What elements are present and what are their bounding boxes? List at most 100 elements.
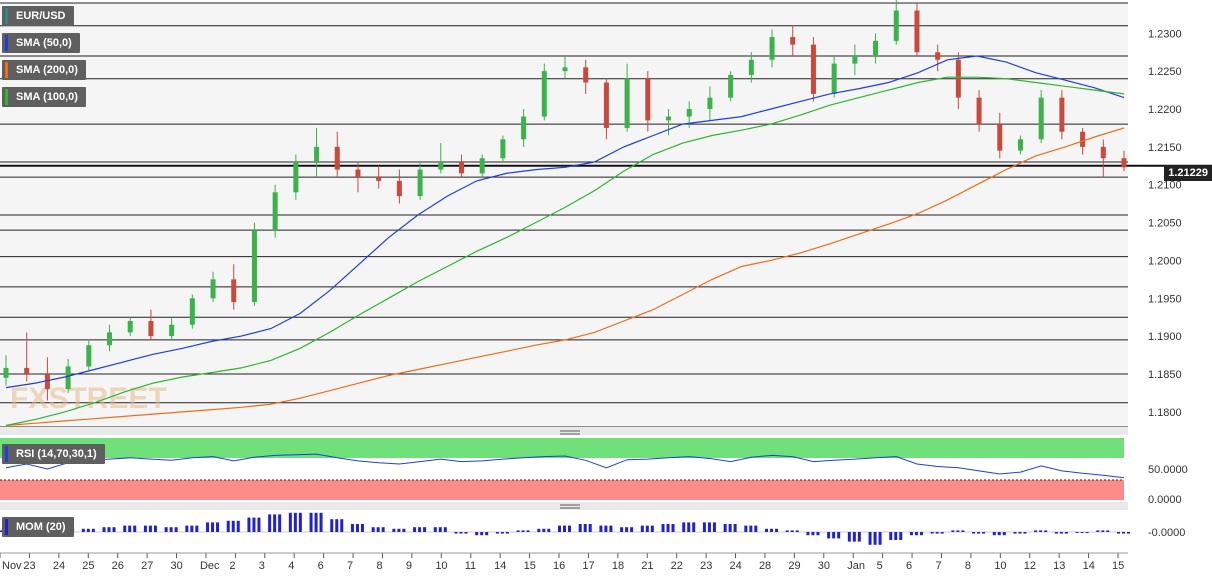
- mom-bar: [123, 525, 127, 532]
- sma50-label[interactable]: SMA (50,0): [2, 33, 80, 53]
- x-tick-label: 24: [53, 560, 65, 572]
- sma100-label-text: SMA (100,0): [16, 91, 78, 103]
- candle-body: [769, 37, 775, 60]
- x-tick-label: 27: [141, 560, 153, 572]
- mom-bar: [505, 532, 509, 534]
- mom-bar: [216, 522, 220, 532]
- x-tick-label: 7: [347, 560, 353, 572]
- mom-bar: [547, 528, 551, 532]
- candle-body: [562, 67, 568, 72]
- candle-body: [852, 56, 858, 64]
- mom-bar: [360, 524, 364, 532]
- mom-bar: [795, 530, 799, 532]
- mom-bar: [148, 525, 152, 532]
- rsi-label[interactable]: RSI (14,70,30,1): [2, 444, 105, 464]
- mom-bar: [728, 524, 732, 532]
- candle-body: [189, 298, 195, 325]
- mom-label[interactable]: MOM (20): [2, 517, 74, 537]
- candle-body: [831, 63, 837, 94]
- mom-bar: [495, 532, 499, 534]
- y-tick-label: 1.1900: [1148, 331, 1182, 343]
- mom-bar: [81, 528, 85, 532]
- mom-bar: [330, 519, 334, 532]
- mom-bar: [645, 525, 649, 532]
- candle-body: [24, 367, 30, 374]
- candle-body: [686, 109, 692, 117]
- mom-bar: [992, 532, 996, 536]
- candle-body: [438, 162, 444, 170]
- candle-body: [997, 124, 1003, 151]
- mom-bar: [133, 525, 137, 532]
- mom-bar: [832, 532, 836, 539]
- candle-body: [3, 367, 9, 378]
- x-tick-label: 3: [259, 560, 265, 572]
- y-tick-label: 1.2050: [1148, 218, 1182, 230]
- candle-body: [1038, 97, 1044, 140]
- x-tick-label: 24: [730, 560, 742, 572]
- mom-bar: [765, 528, 769, 532]
- mom-bar: [1080, 532, 1084, 533]
- mom-bar: [459, 532, 463, 534]
- x-tick-label: 18: [612, 560, 624, 572]
- x-tick-label: 6: [906, 560, 912, 572]
- mom-bar: [1034, 530, 1038, 532]
- y-tick-label: 1.2250: [1148, 66, 1182, 78]
- mom-bar: [899, 532, 903, 540]
- candle-body: [396, 180, 402, 197]
- candle-body: [810, 44, 816, 94]
- mom-y-tick: -0.0000: [1148, 527, 1185, 539]
- mom-bar: [661, 524, 665, 532]
- mom-bar: [909, 532, 913, 536]
- mom-bar: [588, 524, 592, 532]
- rsi-y-tick: 0.0000: [1148, 494, 1182, 506]
- mom-bar: [397, 528, 401, 532]
- mom-bar: [418, 527, 422, 532]
- candle-body: [707, 97, 713, 109]
- candle-body: [645, 78, 651, 121]
- mom-bar: [630, 527, 634, 532]
- mom-bar: [1117, 532, 1120, 534]
- mom-bar: [744, 525, 748, 532]
- mom-bar: [604, 525, 608, 532]
- mom-bar: [723, 524, 727, 532]
- sma200-label[interactable]: SMA (200,0): [2, 60, 86, 80]
- mom-bar: [811, 532, 815, 536]
- mom-bar: [894, 532, 898, 540]
- mom-bar: [112, 527, 116, 532]
- x-tick-label: 5: [877, 560, 883, 572]
- mom-bar: [247, 517, 251, 532]
- candle-body: [603, 82, 609, 128]
- candle-body: [272, 192, 278, 231]
- current-price-tag: 1.21229: [1164, 165, 1212, 181]
- candle-body: [790, 37, 796, 45]
- mom-bar: [930, 532, 934, 534]
- mom-bar: [982, 532, 986, 534]
- candle-body: [1100, 146, 1106, 159]
- mom-bar: [754, 525, 758, 532]
- mom-bar: [392, 528, 396, 532]
- mom-bar: [972, 532, 976, 534]
- mom-bar: [314, 512, 318, 532]
- sma200-label-text: SMA (200,0): [16, 64, 78, 76]
- x-tick-label: 10: [994, 560, 1006, 572]
- mom-bar: [464, 532, 468, 534]
- mom-bar: [169, 527, 173, 532]
- mom-bar: [940, 532, 944, 534]
- x-tick-label: 15: [524, 560, 536, 572]
- mom-bar: [733, 524, 737, 532]
- x-tick-label: 13: [1053, 560, 1065, 572]
- symbol-label[interactable]: EUR/USD: [2, 6, 74, 26]
- mom-bar: [997, 532, 1001, 536]
- mom-bar: [578, 524, 582, 532]
- mom-bar: [620, 527, 624, 532]
- x-tick-label: 8: [376, 560, 382, 572]
- x-tick-label: 14: [1083, 560, 1095, 572]
- mom-bar: [816, 532, 820, 536]
- current-price-text: 1.21229: [1168, 167, 1208, 179]
- mom-bar: [650, 525, 654, 532]
- candle-body: [955, 59, 961, 98]
- mom-bar: [1122, 532, 1125, 534]
- sma100-label[interactable]: SMA (100,0): [2, 87, 86, 107]
- mom-bar: [128, 525, 132, 532]
- candle-body: [500, 139, 506, 159]
